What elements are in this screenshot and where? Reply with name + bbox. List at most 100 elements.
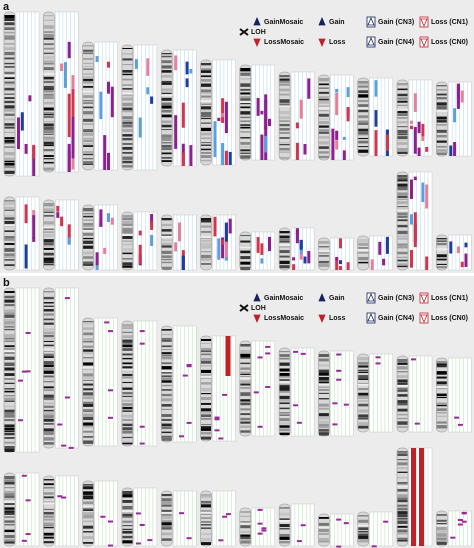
band: [240, 235, 251, 237]
band: [4, 100, 15, 104]
band: [358, 515, 369, 517]
chromosome: [43, 11, 79, 173]
centromere: [397, 485, 408, 488]
band: [122, 327, 133, 329]
band: [397, 151, 408, 154]
band: [122, 430, 133, 434]
band: [122, 525, 133, 527]
cnv-segment: [24, 143, 28, 154]
band: [122, 120, 133, 124]
cnv-segment: [138, 117, 142, 138]
band: [279, 99, 290, 102]
band: [201, 365, 211, 367]
band: [4, 409, 15, 413]
band: [4, 507, 15, 510]
band: [83, 212, 94, 215]
centromere: [121, 234, 133, 237]
band: [122, 540, 133, 544]
band: [43, 331, 54, 335]
band: [397, 129, 408, 134]
band: [83, 416, 94, 421]
band: [436, 402, 447, 406]
band: [358, 122, 369, 125]
band: [358, 137, 369, 140]
band: [122, 73, 133, 76]
chromosome: [278, 227, 315, 271]
band: [279, 88, 290, 92]
band: [161, 538, 172, 541]
band: [4, 340, 15, 342]
band: [43, 437, 54, 441]
band: [397, 375, 408, 379]
cnv-mark: [108, 520, 113, 523]
chromosome: [43, 199, 79, 271]
band: [83, 367, 94, 371]
band: [161, 431, 172, 434]
band: [358, 533, 369, 537]
band: [240, 344, 251, 347]
band: [397, 179, 408, 182]
band: [4, 367, 15, 371]
band: [83, 392, 94, 396]
band: [43, 313, 54, 316]
band: [4, 37, 15, 40]
band: [161, 502, 172, 504]
band: [397, 216, 408, 218]
band: [122, 217, 133, 221]
legend-label: Gain: [329, 295, 345, 302]
band: [4, 424, 15, 428]
band: [43, 136, 54, 141]
band: [279, 78, 290, 81]
band: [161, 65, 172, 69]
band: [122, 373, 133, 377]
band: [161, 426, 172, 430]
cnv-mark: [450, 536, 456, 539]
cnv-segment: [370, 259, 374, 270]
centromere: [82, 229, 94, 232]
band: [161, 393, 172, 397]
band: [397, 387, 408, 391]
chromosome: [436, 510, 472, 547]
cnv-segment: [335, 130, 339, 140]
legend-label: Gain: [329, 19, 345, 26]
band: [240, 425, 251, 428]
band: [43, 161, 54, 164]
band: [397, 201, 408, 205]
band: [4, 481, 15, 485]
band: [201, 159, 211, 162]
band: [4, 378, 15, 380]
cnv-segment: [335, 92, 339, 116]
chromosome: [357, 353, 393, 433]
band: [240, 521, 251, 524]
band: [201, 220, 211, 223]
band: [240, 392, 251, 396]
band: [122, 230, 133, 234]
band: [436, 388, 447, 390]
band: [436, 425, 447, 429]
cnv-segment: [178, 222, 181, 242]
band: [318, 522, 329, 526]
band: [161, 389, 172, 391]
band: [122, 110, 133, 113]
cnv-segment: [103, 247, 107, 254]
band: [4, 534, 15, 539]
ideogram: [278, 227, 291, 271]
band: [240, 413, 251, 416]
band: [43, 31, 54, 34]
band: [240, 534, 251, 538]
cnv-segment: [374, 110, 378, 127]
chromosome: [160, 325, 197, 443]
cnv-mark: [218, 437, 224, 440]
cnv-segment: [138, 244, 142, 264]
cnv-segment: [335, 88, 339, 93]
band: [4, 356, 15, 360]
band: [358, 239, 369, 243]
band: [279, 536, 290, 540]
band: [4, 18, 15, 21]
band: [161, 349, 172, 351]
centromere: [82, 505, 94, 508]
band: [43, 428, 54, 432]
band: [279, 407, 290, 410]
band: [201, 382, 211, 385]
cnv-segment: [107, 61, 110, 68]
